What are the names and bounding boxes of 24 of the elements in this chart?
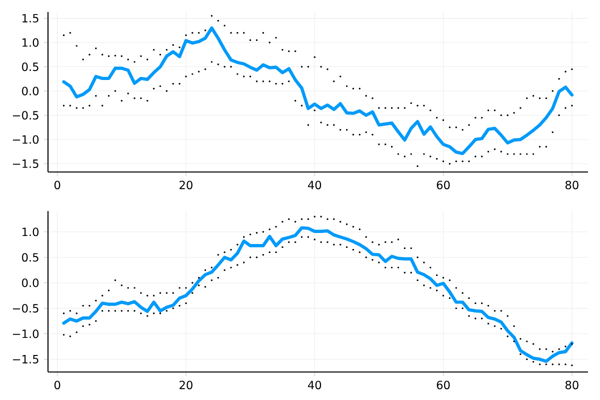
- y-tick-label: 0.0: [22, 86, 39, 96]
- y-tick-label: −1.0: [12, 135, 39, 144]
- x-tick-label: 60: [436, 380, 450, 390]
- x-tick-label: 0: [54, 380, 60, 390]
- y-tick-label: −0.5: [12, 304, 38, 313]
- y-tick-label: 1.5: [22, 14, 38, 23]
- y-tick-label: −0.5: [12, 110, 38, 120]
- y-tick-label: 1.0: [22, 228, 39, 236]
- x-tick-label: 20: [180, 380, 192, 390]
- x-tick-label: 20: [180, 180, 192, 190]
- x-tick-label: 80: [565, 180, 578, 190]
- y-tick-label: 0.5: [22, 253, 38, 262]
- y-tick-label: 1.0: [22, 38, 39, 47]
- x-tick-label: 40: [308, 380, 322, 390]
- y-tick-label: −1.0: [12, 330, 39, 338]
- y-tick-label: −1.5: [12, 160, 38, 168]
- line-series: [62, 26, 574, 156]
- x-tick-label: 0: [54, 180, 60, 190]
- x-tick-label: 80: [565, 380, 578, 390]
- y-tick-label: 0.5: [22, 62, 38, 72]
- x-tick-label: 60: [436, 180, 450, 190]
- y-tick-label: 0.0: [22, 278, 39, 288]
- y-tick-label: −1.5: [12, 355, 38, 364]
- x-tick-label: 40: [308, 180, 322, 190]
